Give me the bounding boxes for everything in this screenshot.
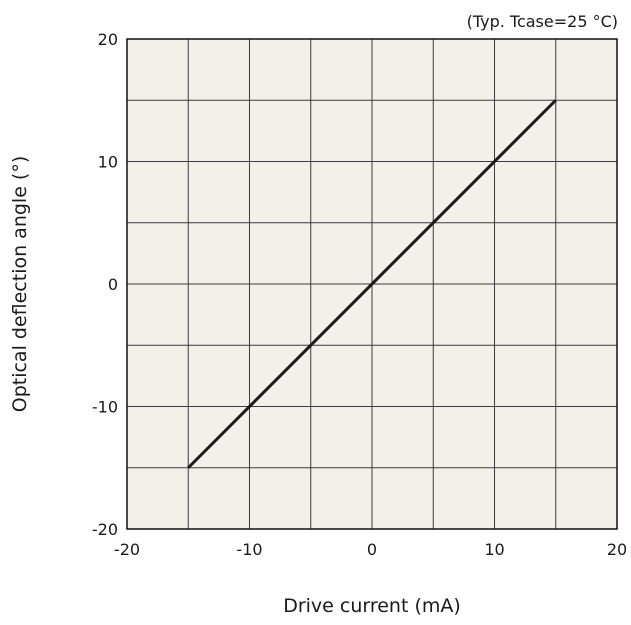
x-axis-ticks: -20 -10 0 10 20 [114, 540, 627, 559]
condition-annotation: (Typ. Tcase=25 °C) [467, 12, 618, 31]
y-tick-label: -20 [92, 520, 118, 539]
x-tick-label: -10 [236, 540, 262, 559]
y-tick-label: -10 [92, 398, 118, 417]
y-tick-label: 0 [108, 275, 118, 294]
x-axis-label: Drive current (mA) [283, 595, 461, 617]
plot-frame [126, 38, 618, 530]
series-line-1 [187, 99, 557, 469]
x-tick-label: -20 [114, 540, 140, 559]
y-axis-ticks: -20 -10 0 10 20 [92, 30, 118, 539]
y-axis-label: Optical deflection angle (°) [9, 156, 31, 413]
y-tick-label: 20 [98, 30, 118, 49]
series-group [187, 99, 557, 469]
x-tick-label: 0 [367, 540, 377, 559]
y-tick-label: 10 [98, 153, 118, 172]
x-tick-label: 20 [607, 540, 627, 559]
x-tick-label: 10 [484, 540, 504, 559]
